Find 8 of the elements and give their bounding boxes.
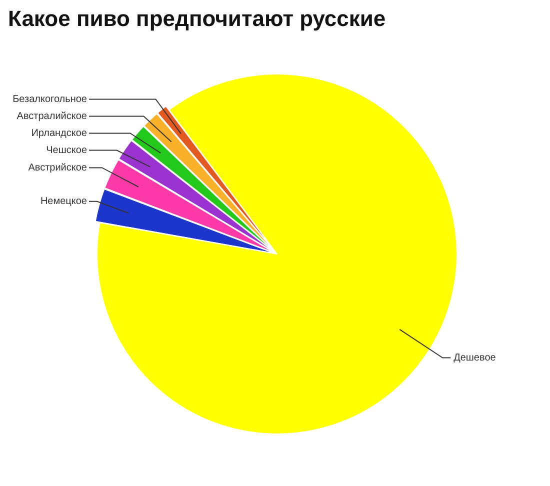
slice-label: Австрийское (28, 162, 88, 174)
slice-label: Дешевое (454, 352, 496, 364)
slice-label: Чешское (46, 145, 88, 156)
slice-label: Немецкое (40, 196, 88, 208)
slice-label: Ирландское (31, 128, 88, 140)
slice-label: Безалкогольное (12, 94, 88, 106)
slice-label: Австралийское (16, 111, 88, 122)
chart-title: Какое пиво предпочитают русские (8, 5, 386, 33)
